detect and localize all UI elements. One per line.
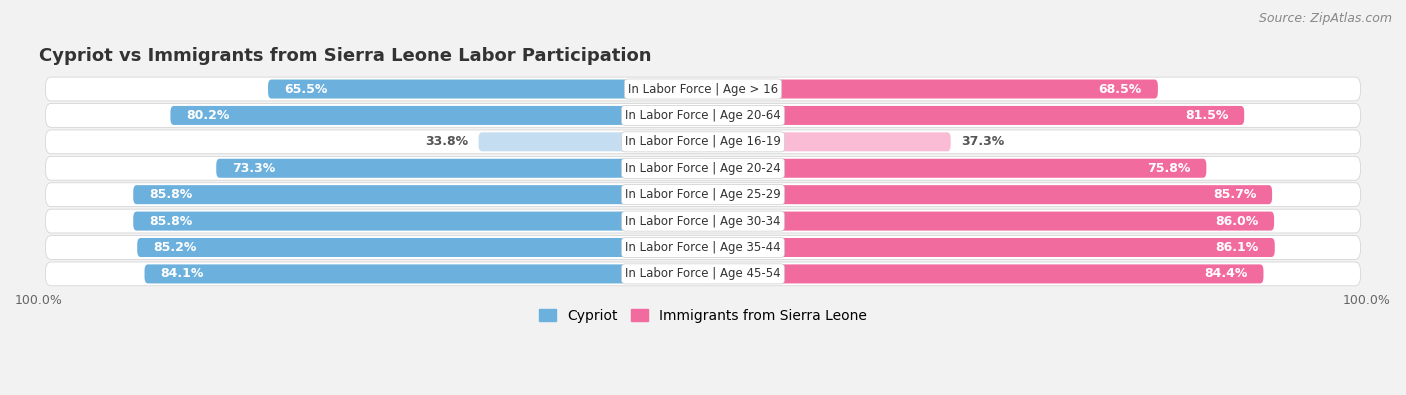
Text: In Labor Force | Age 45-54: In Labor Force | Age 45-54 xyxy=(626,267,780,280)
Text: 85.8%: 85.8% xyxy=(149,214,193,228)
FancyBboxPatch shape xyxy=(45,183,1361,207)
FancyBboxPatch shape xyxy=(703,185,1272,204)
FancyBboxPatch shape xyxy=(134,212,703,231)
Legend: Cypriot, Immigrants from Sierra Leone: Cypriot, Immigrants from Sierra Leone xyxy=(533,303,873,329)
Text: In Labor Force | Age 16-19: In Labor Force | Age 16-19 xyxy=(626,135,780,149)
Text: 75.8%: 75.8% xyxy=(1147,162,1191,175)
Text: 85.7%: 85.7% xyxy=(1213,188,1256,201)
Text: 85.8%: 85.8% xyxy=(149,188,193,201)
FancyBboxPatch shape xyxy=(703,238,1275,257)
Text: 84.4%: 84.4% xyxy=(1204,267,1247,280)
FancyBboxPatch shape xyxy=(145,264,703,284)
Text: 65.5%: 65.5% xyxy=(284,83,328,96)
FancyBboxPatch shape xyxy=(45,209,1361,233)
Text: In Labor Force | Age > 16: In Labor Force | Age > 16 xyxy=(628,83,778,96)
Text: 80.2%: 80.2% xyxy=(187,109,229,122)
Text: In Labor Force | Age 20-24: In Labor Force | Age 20-24 xyxy=(626,162,780,175)
Text: 84.1%: 84.1% xyxy=(160,267,204,280)
Text: Cypriot vs Immigrants from Sierra Leone Labor Participation: Cypriot vs Immigrants from Sierra Leone … xyxy=(39,47,651,65)
FancyBboxPatch shape xyxy=(269,79,703,98)
Text: 86.1%: 86.1% xyxy=(1216,241,1258,254)
FancyBboxPatch shape xyxy=(45,130,1361,154)
FancyBboxPatch shape xyxy=(45,77,1361,101)
FancyBboxPatch shape xyxy=(703,106,1244,125)
FancyBboxPatch shape xyxy=(703,212,1274,231)
FancyBboxPatch shape xyxy=(217,159,703,178)
Text: In Labor Force | Age 35-44: In Labor Force | Age 35-44 xyxy=(626,241,780,254)
FancyBboxPatch shape xyxy=(138,238,703,257)
FancyBboxPatch shape xyxy=(703,132,950,151)
Text: 68.5%: 68.5% xyxy=(1098,83,1142,96)
Text: In Labor Force | Age 20-64: In Labor Force | Age 20-64 xyxy=(626,109,780,122)
FancyBboxPatch shape xyxy=(703,264,1264,284)
FancyBboxPatch shape xyxy=(478,132,703,151)
FancyBboxPatch shape xyxy=(45,156,1361,180)
Text: Source: ZipAtlas.com: Source: ZipAtlas.com xyxy=(1258,12,1392,25)
Text: In Labor Force | Age 25-29: In Labor Force | Age 25-29 xyxy=(626,188,780,201)
FancyBboxPatch shape xyxy=(134,185,703,204)
Text: 81.5%: 81.5% xyxy=(1185,109,1229,122)
Text: 37.3%: 37.3% xyxy=(962,135,1004,149)
FancyBboxPatch shape xyxy=(45,103,1361,127)
FancyBboxPatch shape xyxy=(703,79,1159,98)
Text: 86.0%: 86.0% xyxy=(1215,214,1258,228)
FancyBboxPatch shape xyxy=(703,159,1206,178)
FancyBboxPatch shape xyxy=(170,106,703,125)
FancyBboxPatch shape xyxy=(45,262,1361,286)
Text: In Labor Force | Age 30-34: In Labor Force | Age 30-34 xyxy=(626,214,780,228)
FancyBboxPatch shape xyxy=(45,235,1361,260)
Text: 85.2%: 85.2% xyxy=(153,241,197,254)
Text: 73.3%: 73.3% xyxy=(232,162,276,175)
Text: 33.8%: 33.8% xyxy=(425,135,468,149)
